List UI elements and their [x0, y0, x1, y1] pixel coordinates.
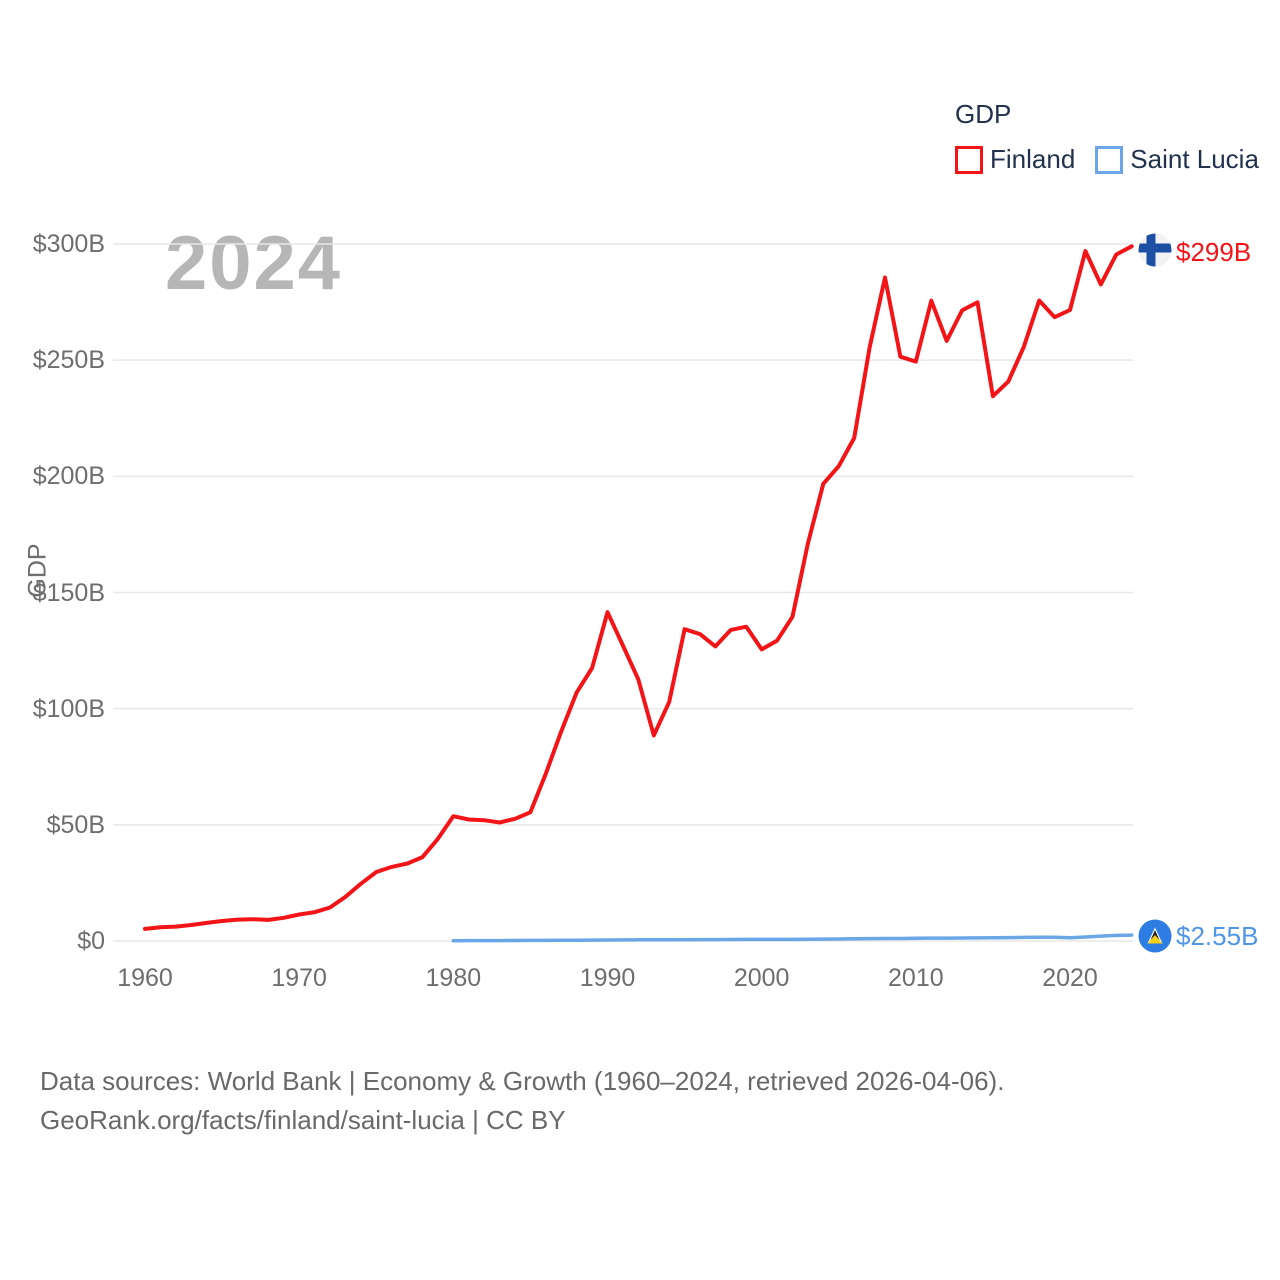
legend-item-finland[interactable]: Finland — [955, 144, 1075, 175]
x-tick-label: 1970 — [271, 964, 327, 992]
legend-title: GDP — [955, 99, 1012, 129]
legend-swatch — [1095, 145, 1124, 174]
saint-lucia-line[interactable] — [451, 933, 1134, 943]
legend-items: Finland Saint Lucia — [955, 144, 1259, 175]
x-tick-label: 1980 — [425, 964, 482, 992]
y-tick-label: $250B — [32, 346, 105, 375]
x-tick-label: 2010 — [888, 964, 944, 992]
legend-label: Finland — [990, 144, 1076, 174]
saint-lucia-end-value: $2.55B — [1176, 921, 1259, 951]
y-tick-label: $150B — [32, 578, 105, 607]
gridlines — [113, 243, 1133, 942]
finland-flag-icon — [1138, 233, 1172, 272]
plot-area — [113, 243, 1134, 943]
y-tick-label: $50B — [46, 810, 105, 839]
y-tick-label: $300B — [32, 230, 105, 258]
y-tick-label: $0 — [77, 927, 105, 955]
chart-legend: GDP Finland Saint Lucia — [955, 99, 1259, 175]
x-tick-label: 1990 — [579, 964, 636, 992]
x-tick-label: 2000 — [733, 964, 790, 992]
watermark-year: 2024 — [165, 221, 343, 306]
x-tick-label: 2020 — [1042, 964, 1098, 992]
source-line-2: GeoRank.org/facts/finland/saint-lucia | … — [40, 1105, 566, 1135]
saint-lucia-flag-icon — [1138, 919, 1172, 958]
x-tick-label: 1960 — [117, 964, 173, 992]
source-line-1: Data sources: World Bank | Economy & Gro… — [40, 1066, 1005, 1096]
y-tick-label: $100B — [32, 694, 105, 723]
finland-line[interactable] — [143, 244, 1134, 931]
legend-item-saint-lucia[interactable]: Saint Lucia — [1095, 144, 1259, 175]
legend-swatch — [955, 145, 983, 174]
legend-label: Saint Lucia — [1130, 144, 1259, 174]
finland-end-value: $299B — [1176, 237, 1252, 267]
y-axis-title: GDP — [23, 543, 52, 598]
source-attribution: Data sources: World Bank | Economy & Gro… — [40, 1062, 1004, 1140]
y-tick-label: $200B — [32, 462, 105, 491]
